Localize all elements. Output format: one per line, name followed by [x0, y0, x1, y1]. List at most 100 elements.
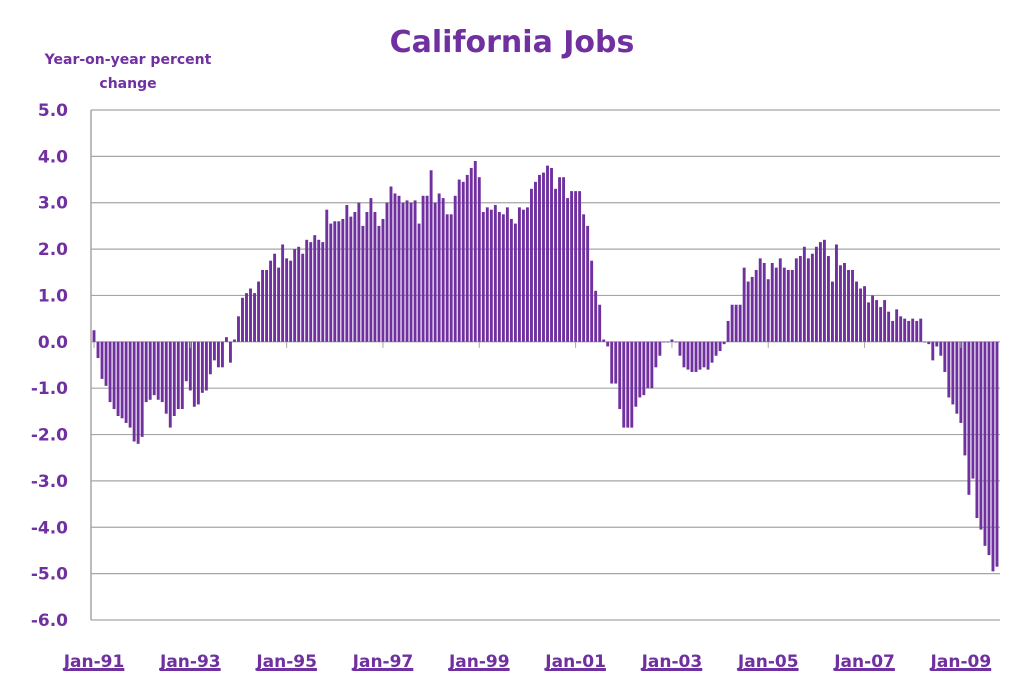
bar	[542, 172, 545, 342]
bar	[421, 195, 425, 342]
bar	[224, 337, 228, 342]
x-tick-label: Jan-09	[930, 652, 992, 672]
y-tick-label: -1.0	[31, 379, 68, 399]
bar	[951, 341, 955, 405]
bar	[790, 269, 794, 342]
bar	[501, 214, 505, 342]
bar	[353, 212, 357, 342]
bar	[216, 341, 220, 368]
bar	[722, 341, 726, 345]
bar	[734, 304, 738, 342]
y-axis-ticks: 5.0 4.0 3.0 2.0 1.0 0.0 -1.0 -2.0 -3.0 -4.0 -5.0 -6…	[31, 101, 68, 631]
bar	[477, 177, 481, 342]
bar	[983, 341, 987, 546]
bar	[289, 260, 293, 342]
bar	[903, 318, 907, 342]
bar	[686, 341, 690, 370]
bar	[152, 341, 156, 396]
bar	[975, 341, 979, 518]
bar	[598, 304, 602, 342]
bar	[140, 341, 144, 437]
bar	[714, 341, 718, 356]
bar	[810, 253, 814, 342]
bar	[931, 341, 935, 361]
bar	[662, 341, 666, 343]
bar	[168, 341, 172, 428]
bar	[249, 288, 252, 342]
bar	[955, 341, 959, 414]
bar	[786, 269, 790, 342]
bar	[269, 260, 273, 342]
bar	[417, 223, 421, 342]
bar	[176, 341, 180, 410]
bar	[277, 267, 281, 342]
bar	[449, 214, 453, 342]
bar	[566, 198, 570, 342]
bar	[200, 341, 204, 393]
bar	[895, 309, 899, 342]
bar	[534, 181, 537, 342]
x-tick-label: Jan-91	[63, 652, 125, 672]
bar	[517, 207, 521, 342]
bar	[237, 316, 240, 342]
bar	[899, 316, 903, 342]
x-tick-label: Jan-05	[737, 652, 799, 672]
y-tick-label: 3.0	[38, 194, 68, 214]
y-tick-label: -2.0	[31, 426, 68, 446]
bar	[574, 191, 578, 342]
bar	[301, 253, 305, 342]
bar	[806, 258, 810, 342]
bar	[377, 225, 381, 342]
bar	[453, 195, 457, 342]
bar	[614, 341, 618, 384]
bar	[381, 218, 385, 342]
bar	[341, 218, 345, 342]
bar	[835, 244, 838, 342]
bar	[485, 207, 489, 342]
bar	[184, 341, 188, 382]
bar	[425, 195, 429, 342]
bar	[429, 170, 433, 342]
bar	[610, 341, 614, 384]
y-tick-label: 4.0	[38, 147, 68, 167]
bar	[746, 281, 750, 342]
bar	[558, 177, 561, 342]
bar	[758, 258, 762, 342]
bar	[180, 341, 184, 410]
bar	[505, 207, 509, 342]
bar	[654, 341, 658, 368]
bars	[92, 161, 999, 572]
y-axis-label-line-2: change	[99, 76, 156, 92]
y-tick-label: 2.0	[38, 240, 68, 260]
bar	[397, 195, 401, 342]
bar	[461, 181, 465, 342]
bar	[774, 267, 778, 342]
bar	[465, 174, 469, 342]
bar	[742, 267, 746, 342]
bar	[253, 293, 256, 342]
bar	[401, 202, 405, 342]
bar	[979, 341, 983, 530]
bar	[309, 242, 313, 342]
bar	[943, 341, 947, 372]
bar	[646, 341, 650, 389]
bar	[698, 341, 702, 370]
bar	[124, 341, 128, 423]
bar	[493, 205, 497, 342]
bar	[963, 341, 967, 456]
x-tick-label: Jan-99	[448, 652, 510, 672]
bar	[702, 341, 706, 368]
bar	[233, 339, 236, 342]
bar	[349, 216, 353, 342]
bar	[682, 341, 686, 368]
bar	[658, 341, 662, 356]
bar	[136, 341, 140, 444]
bar	[208, 341, 212, 375]
y-tick-label: 5.0	[38, 101, 68, 121]
y-tick-label: -3.0	[31, 472, 68, 492]
bar	[630, 341, 634, 428]
bar	[726, 320, 730, 342]
bar	[321, 242, 325, 342]
bar	[509, 218, 513, 342]
